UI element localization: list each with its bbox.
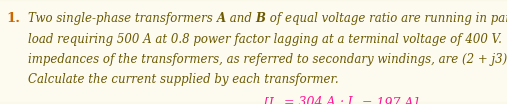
Text: B: B [256,12,266,25]
Text: 1.: 1. [7,12,21,25]
Text: load requiring 500 A at 0.8 power factor lagging at a terminal voltage of 400 V.: load requiring 500 A at 0.8 power factor… [28,33,507,46]
Text: Calculate the current supplied by each transformer.: Calculate the current supplied by each t… [28,73,339,86]
Text: = 304 A ; I: = 304 A ; I [279,96,352,104]
Text: of equal voltage ratio are running in parallel and supplying a: of equal voltage ratio are running in pa… [266,12,507,25]
Text: Two single-phase transformers: Two single-phase transformers [28,12,217,25]
Text: A: A [217,12,226,25]
Text: [I: [I [264,96,273,104]
Text: and: and [226,12,256,25]
Text: impedances of the transformers, as referred to secondary windings, are (2 + j3) : impedances of the transformers, as refer… [28,53,507,66]
Text: = 197 A]: = 197 A] [358,96,419,104]
